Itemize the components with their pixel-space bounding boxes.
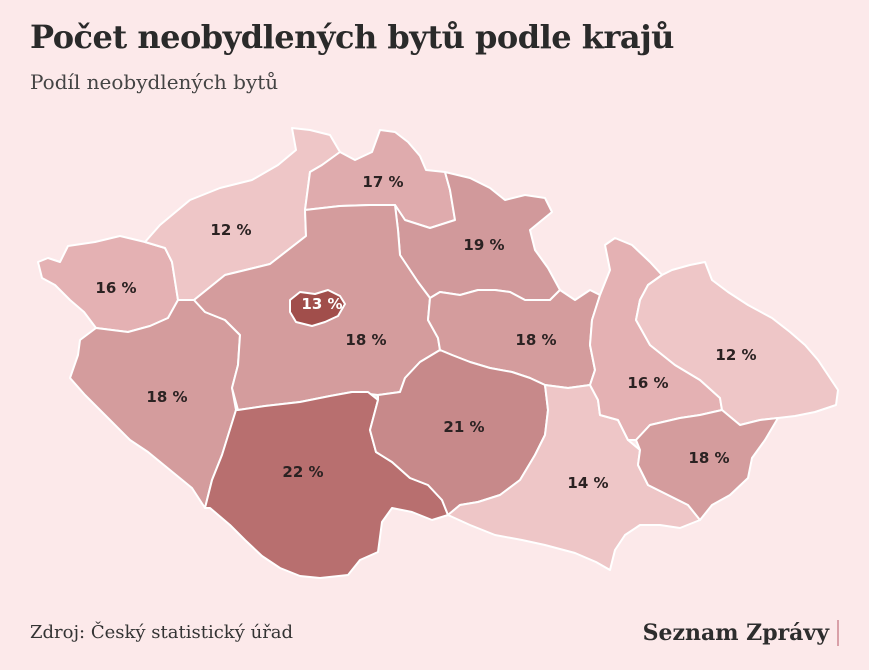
label-ustecky: 12 % bbox=[210, 221, 251, 239]
label-vysocina: 21 % bbox=[443, 418, 484, 436]
label-kralovehradecky: 19 % bbox=[463, 236, 504, 254]
label-karlovarsky: 16 % bbox=[95, 279, 136, 297]
label-zlinsky: 18 % bbox=[688, 449, 729, 467]
label-stredocesky: 18 % bbox=[345, 331, 386, 349]
label-jihomoravsky: 14 % bbox=[567, 474, 608, 492]
label-pardubicky: 18 % bbox=[515, 331, 556, 349]
label-liberecky: 17 % bbox=[362, 173, 403, 191]
label-jihocesky: 22 % bbox=[282, 463, 323, 481]
region-labels: 16 % 12 % 17 % 19 % 18 % 18 % 13 % 18 % … bbox=[95, 173, 756, 492]
label-olomoucky: 16 % bbox=[627, 374, 668, 392]
region-jihocesky[interactable] bbox=[204, 391, 449, 579]
region-zlinsky[interactable] bbox=[635, 409, 779, 521]
source-note: Zdroj: Český statistický úřad bbox=[30, 622, 294, 643]
region-praha[interactable] bbox=[289, 289, 346, 327]
map-subtitle: Podíl neobydlených bytů bbox=[30, 70, 279, 94]
label-praha: 13 % bbox=[301, 295, 342, 313]
region-moravskoslezsky[interactable] bbox=[635, 261, 839, 426]
brand-logo: Seznam Zprávy bbox=[643, 620, 839, 646]
label-plzensky: 18 % bbox=[146, 388, 187, 406]
label-moravskoslezsky: 12 % bbox=[715, 346, 756, 364]
map-title: Počet neobydlených bytů podle krajů bbox=[30, 18, 674, 56]
